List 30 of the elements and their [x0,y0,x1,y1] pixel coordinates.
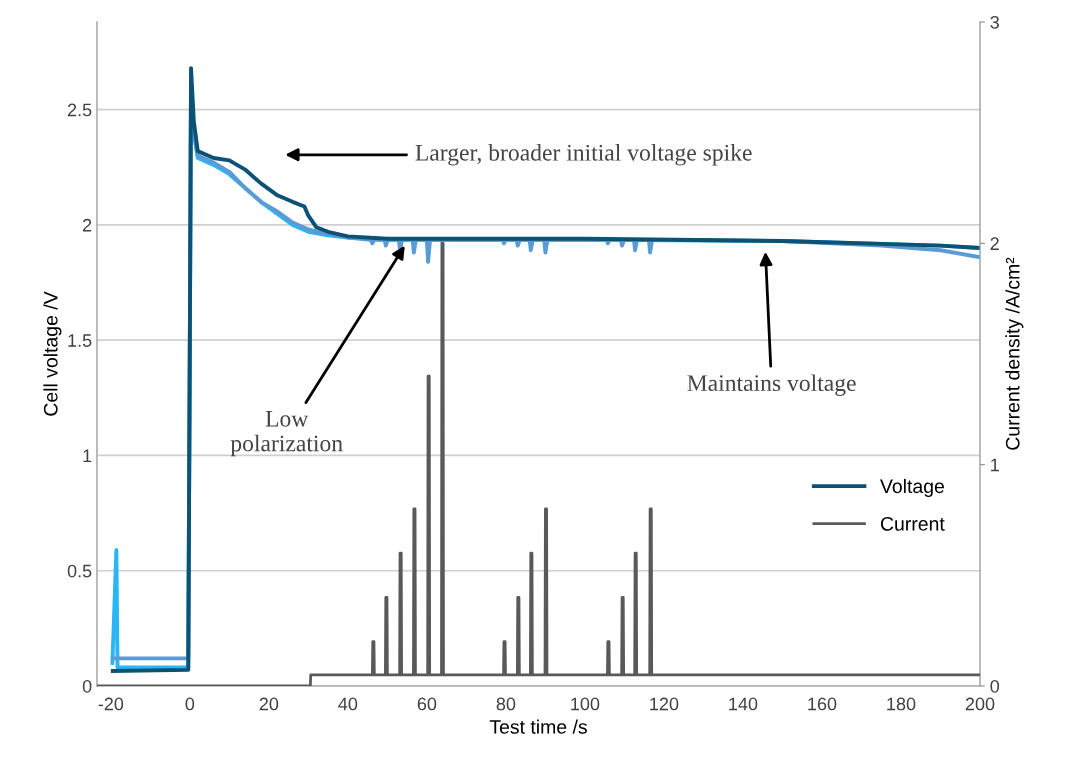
y2-axis-title: Current density /A/cm² [1005,257,1024,450]
x-tick-label: 120 [650,697,679,711]
x-tick-label: 180 [887,697,916,711]
x-tick-label: 60 [417,697,437,711]
legend-label: Current [880,516,945,531]
y-tick-label: 0 [82,679,92,693]
x-tick-label: 100 [571,697,600,711]
y-tick-label: 0.5 [67,564,92,578]
y-tick-label: 1 [83,449,92,462]
x-tick-label: 160 [808,697,837,711]
y2-tick-label: 1 [991,458,999,472]
x-axis-title: Test time /s [489,719,587,734]
x-tick-label: -20 [98,697,124,711]
legend-label: Voltage [880,478,944,497]
annotation: Low polarization [230,411,343,457]
x-tick-label: 80 [496,697,516,711]
y2-tick-label: 3 [990,15,999,29]
y2-tick-label: 2 [990,237,999,250]
y-axis-title: Cell voltage /V [43,291,62,416]
y-tick-label: 1.5 [68,334,92,347]
annotation: Larger, broader initial voltage spike [415,144,752,166]
x-tick-label: 140 [729,697,758,711]
x-tick-label: 40 [338,697,358,711]
x-tick-label: 20 [259,697,279,711]
x-tick-label: 200 [965,697,995,711]
y2-tick-label: 0 [990,679,1000,693]
x-tick-label: 0 [185,697,195,711]
y-tick-label: 2.5 [67,103,92,117]
annotation: Maintains voltage [687,374,856,396]
y-tick-label: 2 [83,218,92,232]
